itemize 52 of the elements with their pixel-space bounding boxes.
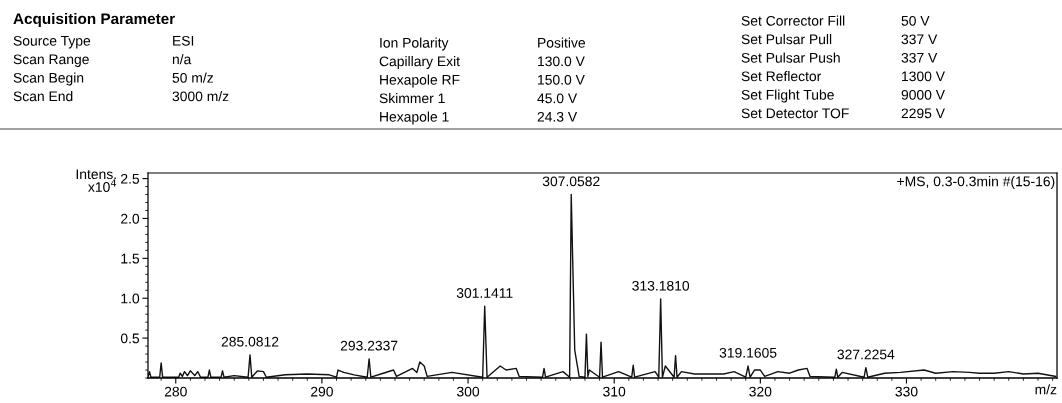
text: Set Flight Tube <box>741 89 834 103</box>
text: Set Reflector <box>741 71 822 82</box>
text: 24.3 V <box>537 111 578 122</box>
text: Scan End <box>13 91 73 102</box>
annotation: 301.1411 <box>456 288 513 298</box>
text: 50 m/z <box>172 72 213 83</box>
text: 2295 V <box>901 108 945 119</box>
annotation: 293.2337 <box>340 340 398 351</box>
text: Ion Polarity <box>380 37 449 51</box>
text: 9000 V <box>901 89 945 100</box>
x-tick-label: 330 <box>895 386 918 397</box>
text: Set Pulsar Pull <box>741 34 832 45</box>
annotation: +MS, 0.3-0.3min #(15-16) <box>897 176 1055 190</box>
y-tick-label: 2.5 <box>121 173 140 184</box>
text: Skimmer 1 <box>379 93 445 104</box>
x-tick-label: 310 <box>603 386 626 397</box>
chart-title: Acquisition Parameter <box>13 12 175 28</box>
text: 337 V <box>901 34 938 45</box>
text: 45.0 V <box>537 93 578 104</box>
text: Hexapole RF <box>380 74 460 88</box>
y-tick-label: 2.0 <box>121 213 140 224</box>
text: 337 V <box>901 52 938 63</box>
text: Scan Range <box>13 54 89 67</box>
y-axis-title: Intens. x10$^{4}$ <box>76 169 117 192</box>
y-tick-label: 1.5 <box>121 253 140 264</box>
source-note: Source Type <box>13 35 91 49</box>
x-axis-title: m/z <box>1035 384 1057 395</box>
text: Set Corrector Fill <box>741 15 845 26</box>
text: Set Pulsar Push <box>741 52 840 63</box>
text: n/a <box>172 54 192 65</box>
text: ESI <box>173 35 194 46</box>
text: Scan Begin <box>13 72 84 86</box>
x-tick-label: 320 <box>749 386 772 397</box>
text: Capillary Exit <box>379 56 460 69</box>
text: Hexapole 1 <box>380 111 449 125</box>
text: 1300 V <box>902 71 945 82</box>
annotation: 285.0812 <box>221 336 279 347</box>
text: 130.0 V <box>538 56 585 67</box>
text: Positive <box>538 37 586 48</box>
annotation: 319.1605 <box>719 347 777 358</box>
x-tick-label: 300 <box>456 386 480 397</box>
text: 50 V <box>901 15 930 26</box>
text: 3000 m/z <box>172 91 229 102</box>
y-tick-label: 1.0 <box>121 293 140 304</box>
y-tick-label: 0.5 <box>120 333 140 344</box>
annotation: 327.2254 <box>837 349 895 360</box>
annotation: 313.1810 <box>632 280 690 291</box>
x-tick-label: 290 <box>311 386 333 397</box>
text: Set Detector TOF <box>741 108 849 119</box>
x-tick-label: 280 <box>164 386 187 397</box>
annotation: 307.0582 <box>542 176 600 187</box>
text: 150.0 V <box>538 74 585 85</box>
